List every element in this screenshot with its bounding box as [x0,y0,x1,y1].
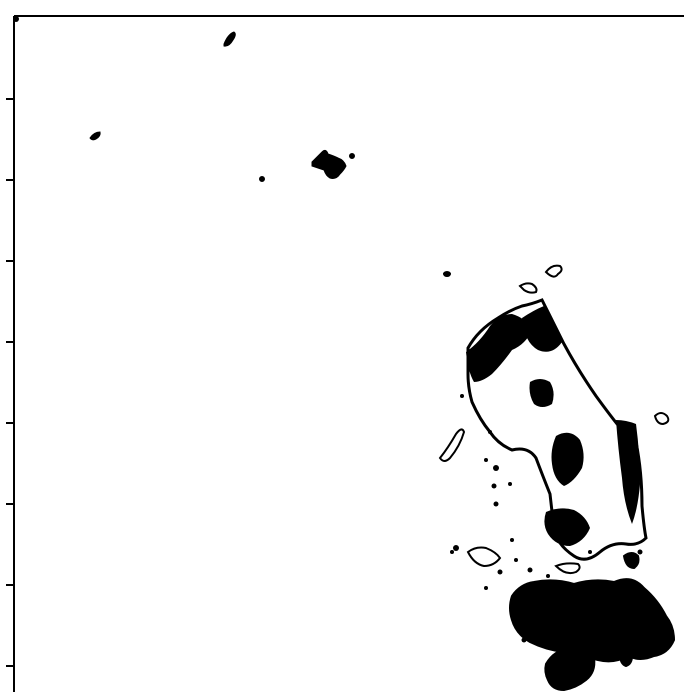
main-island-dense-west [466,314,532,382]
corner-dot [13,16,19,22]
islet [510,538,514,542]
southern-island-small-3 [554,562,581,575]
map-frame [13,15,684,692]
islet [484,458,488,462]
islet [514,558,518,562]
southern-island-small-5 [618,651,634,668]
island-long-west [438,428,466,462]
southern-island-small-1 [544,646,596,692]
island-islet-6 [518,282,538,294]
southern-island-small-2 [466,546,502,568]
islet [460,394,464,398]
island-cluster-north [311,149,347,179]
main-island-outline [466,298,648,561]
west-coast-islets [450,394,643,643]
main-island-dense-south [544,508,590,546]
left-axis-ticks [6,98,14,667]
islet [491,483,497,489]
island-islet-3 [259,176,265,182]
southern-island-large [509,578,676,663]
main-island-dense-north [522,306,562,352]
islet [588,550,592,554]
islet [493,465,499,471]
islet [508,482,512,486]
islet [527,567,533,573]
islet [450,550,454,554]
main-island-dense-mid [529,379,554,407]
island-islet-8 [653,412,670,426]
island-islet-4 [349,153,355,159]
southern-island-small-4 [622,552,640,570]
islet [453,545,459,551]
islet [493,501,499,507]
islet [637,549,643,555]
main-landmass [466,298,648,561]
main-island-dense-central [551,432,584,486]
small-islands-east [438,264,670,462]
island-islet-7 [544,264,563,278]
islet [546,574,550,578]
island-islet-1 [223,31,236,47]
islet [484,586,488,590]
islet [497,569,503,575]
island-islet-2 [89,131,101,141]
island-islet-5 [443,271,451,277]
southern-islands [466,546,676,692]
islet [488,430,492,434]
small-islands-north [89,31,355,182]
main-island-dense-east [616,420,640,524]
